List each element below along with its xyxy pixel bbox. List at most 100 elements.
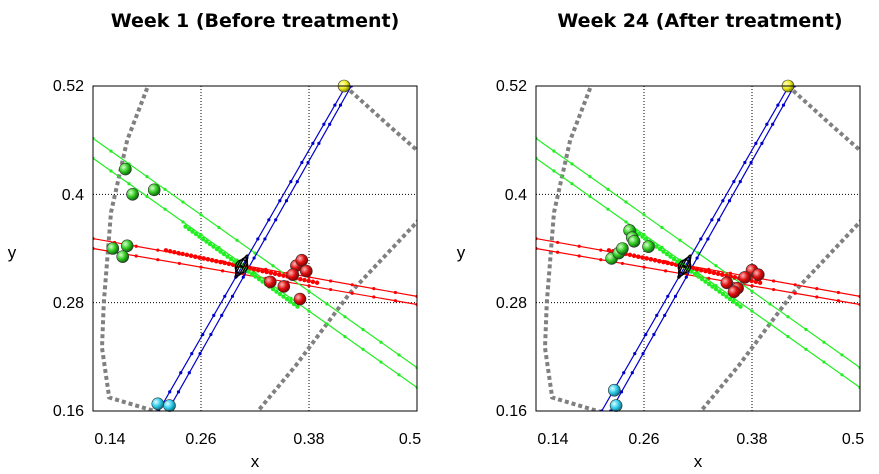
- red-line-marker: [836, 299, 841, 303]
- red-band-dot: [720, 272, 725, 277]
- panel-2-frame: [535, 85, 861, 412]
- green-line-marker: [325, 322, 329, 326]
- green-line-marker: [217, 225, 221, 230]
- blue-line-marker: [179, 371, 183, 375]
- red-band-dot: [260, 268, 265, 274]
- red-band-dot: [281, 273, 286, 278]
- blue-line-marker: [695, 256, 699, 260]
- blue-line-marker: [190, 352, 194, 356]
- green-line-marker: [307, 289, 311, 293]
- boundary-curve: [786, 86, 860, 153]
- green-band-dot: [664, 251, 670, 257]
- panel-1-xtick: 0.26: [185, 431, 216, 448]
- green-line-marker: [253, 251, 257, 255]
- blue-line-marker: [209, 332, 213, 337]
- green-line-marker: [660, 225, 664, 230]
- green-band-dot: [710, 284, 715, 289]
- green-line-marker: [145, 194, 149, 199]
- blue-line-marker: [311, 141, 315, 145]
- green-line-marker: [361, 327, 365, 332]
- green-line-marker: [840, 353, 844, 357]
- green-line-marker: [379, 360, 383, 364]
- red-line-marker: [772, 279, 776, 283]
- panel-2-lines: [536, 86, 860, 411]
- green-point: [642, 240, 655, 253]
- green-line-marker: [642, 213, 646, 217]
- red-line-marker: [329, 287, 333, 292]
- panel-1-boundary: [99, 86, 417, 411]
- green-line-marker: [696, 271, 700, 275]
- red-band-dot: [669, 261, 675, 267]
- panel-1-ytick: 0.4: [62, 187, 84, 204]
- blue-line-marker: [663, 313, 667, 318]
- green-band-dot: [738, 304, 743, 309]
- red-line-marker: [620, 261, 625, 266]
- green-band-dot: [643, 236, 649, 242]
- panel-2-center-rings: [677, 254, 692, 279]
- blue-line: [167, 86, 352, 411]
- green-band-dot: [186, 226, 192, 232]
- center-ring: [677, 254, 692, 279]
- red-line-marker: [221, 269, 225, 273]
- green-line-marker: [145, 174, 149, 179]
- panel-1-xtick: 0.5: [399, 431, 421, 448]
- green-band-dot: [204, 239, 209, 244]
- green-line-marker: [552, 169, 556, 173]
- red-line-marker: [372, 295, 376, 299]
- green-band-dot: [221, 251, 227, 257]
- red-band-dot: [627, 252, 633, 258]
- red-band-dot: [256, 267, 261, 273]
- red-band-dot: [268, 270, 274, 276]
- green-point: [116, 250, 129, 263]
- green-band-dot: [211, 244, 216, 249]
- blue-line-marker: [622, 371, 626, 375]
- boundary-curve: [542, 86, 605, 411]
- red-band-dot: [193, 254, 198, 259]
- green-band-dot: [214, 246, 220, 252]
- green-line-marker: [343, 315, 347, 319]
- red-point: [293, 292, 307, 306]
- green-band-dot: [288, 299, 293, 304]
- blue-line-marker: [333, 103, 337, 107]
- green-band-dot: [706, 281, 712, 287]
- panel-1-center-rings: [234, 254, 249, 279]
- green-band-dot: [225, 254, 230, 259]
- green-line-marker: [379, 340, 383, 344]
- red-line-marker: [134, 244, 138, 248]
- red-band-dot: [306, 278, 311, 284]
- boundary-curve: [343, 86, 417, 153]
- panel-2: Week 24 (After treatment) 0.52 0.4 0.28 …: [457, 10, 864, 471]
- center-ring: [234, 259, 249, 274]
- panel-1-title: Week 1 (Before treatment): [111, 10, 400, 32]
- red-band-dot: [715, 271, 721, 276]
- red-band-dot: [172, 249, 177, 255]
- green-band-dot: [274, 289, 279, 294]
- panel-2-ylabel: y: [457, 243, 466, 262]
- red-line-marker: [599, 248, 603, 252]
- blue-line-marker: [317, 141, 321, 145]
- blue-line: [610, 86, 795, 411]
- green-band-dot: [232, 259, 237, 264]
- green-line-marker: [343, 334, 347, 339]
- panel-2-xlabel: x: [694, 452, 703, 471]
- panel-2-ytick: 0.16: [496, 403, 527, 420]
- red-band-dot: [222, 260, 227, 266]
- cyan-point: [163, 399, 176, 412]
- blue-line-marker: [187, 371, 191, 375]
- green-line-marker: [163, 187, 167, 191]
- red-band-dot: [707, 269, 712, 275]
- green-line-marker: [714, 264, 718, 268]
- green-line-marker: [199, 213, 203, 217]
- red-band-dot: [314, 280, 320, 285]
- blue-line-marker: [252, 256, 256, 260]
- blue-line-marker: [652, 332, 656, 337]
- boundary-curve: [698, 219, 860, 411]
- blue-line-marker: [630, 371, 634, 375]
- blue-line-marker: [633, 352, 637, 356]
- green-line-marker: [127, 182, 131, 186]
- blue-line-marker: [278, 199, 282, 203]
- red-line-marker: [836, 290, 841, 295]
- green-band-dot: [689, 269, 694, 274]
- panel-1-xtick: 0.38: [293, 431, 324, 448]
- blue-line-marker: [721, 199, 725, 203]
